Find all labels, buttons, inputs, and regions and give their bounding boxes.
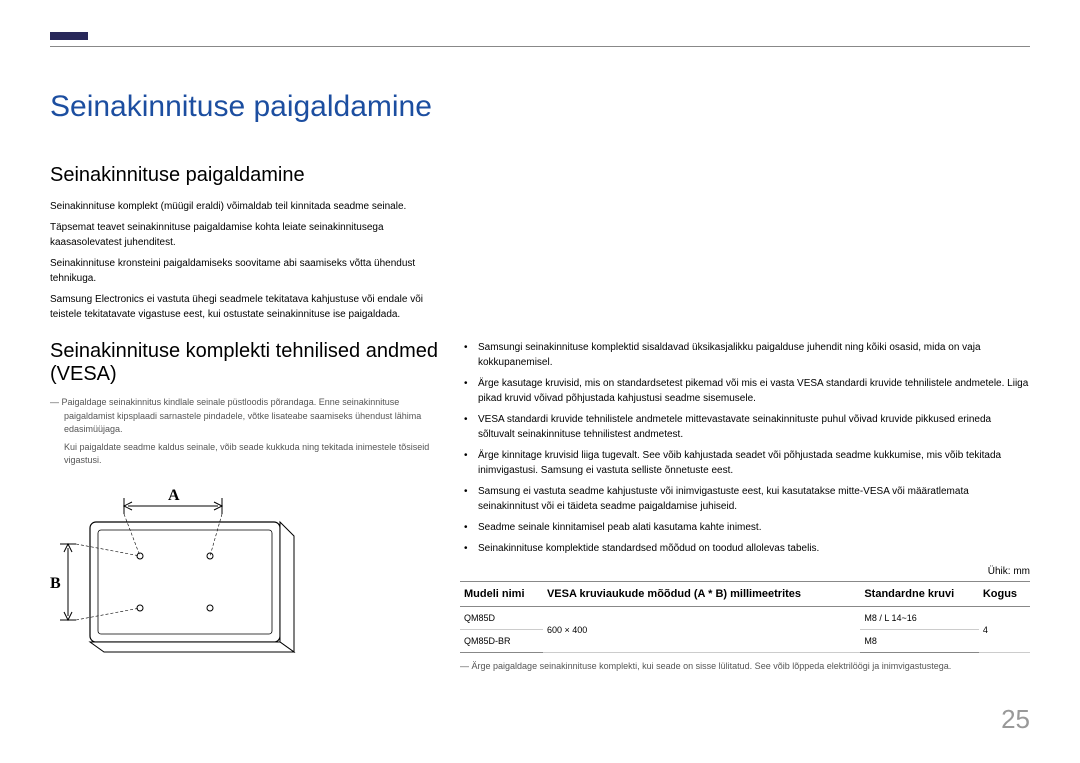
diagram-label-a: A (168, 487, 180, 504)
section1-heading: Seinakinnituse paigaldamine (50, 164, 450, 187)
section1-para: Seinakinnituse kronsteini paigaldamiseks… (50, 256, 450, 286)
table-cell: 600 × 400 (543, 607, 860, 653)
bullet-item: Seinakinnituse komplektide standardsed m… (460, 541, 1030, 556)
bullet-item: Samsung ei vastuta seadme kahjustuste võ… (460, 484, 1030, 514)
section1-para: Seinakinnituse komplekt (müügil eraldi) … (50, 199, 450, 214)
section1-para: Samsung Electronics ei vastuta ühegi sea… (50, 292, 450, 322)
section2-note: Kui paigaldate seadme kaldus seinale, võ… (64, 441, 450, 468)
table-header: Kogus (979, 582, 1030, 607)
bullet-item: Ärge kasutage kruvisid, mis on standards… (460, 376, 1030, 406)
bullet-item: Ärge kinnitage kruvisid liiga tugevalt. … (460, 448, 1030, 478)
table-cell: M8 / L 14~16 (860, 607, 979, 630)
table-cell: 4 (979, 607, 1030, 653)
table-header: VESA kruviaukude mõõdud (A * B) millimee… (543, 582, 860, 607)
table-cell: QM85D (460, 607, 543, 630)
spec-table: Mudeli nimi VESA kruviaukude mõõdud (A *… (460, 581, 1030, 653)
table-cell: QM85D-BR (460, 630, 543, 653)
section2-heading: Seinakinnituse komplekti tehnilised andm… (50, 340, 450, 386)
bullet-item: Seadme seinale kinnitamisel peab alati k… (460, 520, 1030, 535)
page-number: 25 (1001, 704, 1030, 735)
bullet-list: Samsungi seinakinnituse komplektid sisal… (460, 340, 1030, 556)
page-corner-marker (50, 32, 88, 40)
bullet-item: VESA standardi kruvide tehnilistele andm… (460, 412, 1030, 442)
page-content: Seinakinnituse paigaldamine Seinakinnitu… (50, 90, 1030, 671)
table-header: Standardne kruvi (860, 582, 979, 607)
section2-note: Paigaldage seinakinnitus kindlale seinal… (64, 396, 450, 437)
table-footnote: Ärge paigaldage seinakinnituse komplekti… (474, 661, 1030, 671)
top-horizontal-rule (50, 46, 1030, 47)
vesa-diagram: B A (50, 486, 450, 671)
left-column: Seinakinnituse paigaldamine Seinakinnitu… (50, 164, 450, 671)
bullet-item: Samsungi seinakinnituse komplektid sisal… (460, 340, 1030, 370)
table-header: Mudeli nimi (460, 582, 543, 607)
right-column: Samsungi seinakinnituse komplektid sisal… (460, 340, 1030, 671)
section1-para: Täpsemat teavet seinakinnituse paigaldam… (50, 220, 450, 250)
unit-label: Ühik: mm (460, 566, 1030, 577)
diagram-label-b: B (50, 575, 61, 592)
page-title: Seinakinnituse paigaldamine (50, 90, 1030, 124)
table-cell: M8 (860, 630, 979, 653)
